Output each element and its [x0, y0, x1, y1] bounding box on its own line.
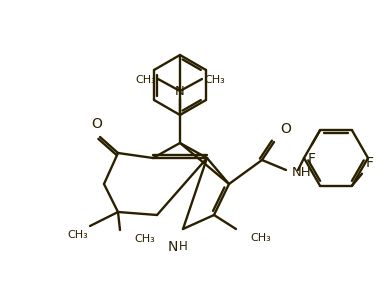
- Text: NH: NH: [292, 166, 312, 180]
- Text: CH₃: CH₃: [204, 75, 225, 85]
- Text: CH₃: CH₃: [67, 230, 88, 240]
- Text: F: F: [366, 156, 374, 170]
- Text: CH₃: CH₃: [134, 234, 155, 244]
- Text: CH₃: CH₃: [250, 233, 271, 243]
- Text: N: N: [168, 240, 178, 254]
- Text: O: O: [91, 117, 102, 131]
- Text: O: O: [280, 122, 291, 136]
- Text: F: F: [308, 152, 316, 166]
- Text: CH₃: CH₃: [135, 75, 156, 85]
- Text: N: N: [175, 85, 185, 98]
- Text: H: H: [179, 240, 187, 253]
